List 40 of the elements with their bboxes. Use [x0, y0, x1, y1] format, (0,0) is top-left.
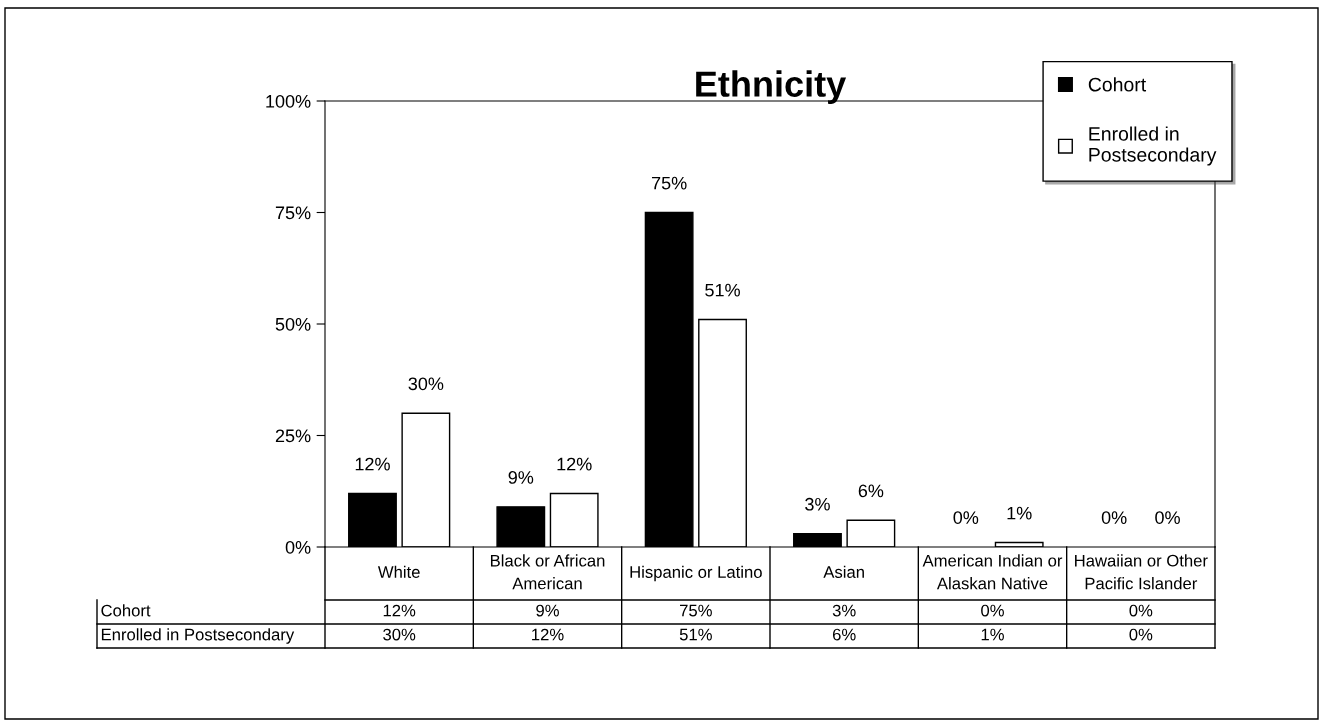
- text: 75%: [651, 176, 687, 190]
- x-tick-label: Asian: [823, 565, 864, 578]
- x-tick-label: American Indian or Alaskan Native: [922, 554, 1063, 590]
- data-label: 0%: [1129, 604, 1153, 617]
- text: 0%: [953, 511, 979, 524]
- y-tick-label: 100%: [266, 94, 311, 108]
- x-tick-label: Black or African American: [490, 554, 605, 590]
- text: 0%: [1101, 511, 1127, 524]
- text: 9%: [508, 471, 534, 484]
- text: 12%: [355, 457, 390, 471]
- data-label: 1%: [981, 628, 1004, 641]
- legend-label: Enrolled in Postsecondary: [1089, 126, 1217, 166]
- text: 0%: [1155, 511, 1180, 524]
- data-label: 6%: [832, 628, 856, 641]
- text: 1%: [1007, 506, 1032, 520]
- text: 30%: [408, 377, 444, 391]
- data-label: 51%: [679, 628, 712, 641]
- text: 51%: [705, 283, 740, 297]
- text: Enrolled in Postsecondary: [101, 628, 295, 644]
- chart-title: Ethnicity: [696, 70, 847, 105]
- data-label: 0%: [1129, 628, 1153, 641]
- data-label: 12%: [383, 604, 416, 617]
- data-label: 0%: [981, 604, 1004, 617]
- x-tick-label: White: [377, 565, 420, 578]
- y-tick-label: 25%: [275, 429, 311, 443]
- y-tick-label: 0%: [285, 540, 311, 554]
- text: Cohort: [101, 604, 151, 617]
- data-label: 12%: [532, 628, 564, 641]
- y-tick-label: 75%: [275, 206, 311, 220]
- text: 6%: [858, 484, 884, 498]
- x-tick-label: Hispanic or Latino: [630, 565, 762, 582]
- data-label: 75%: [680, 604, 712, 617]
- legend-label: Cohort: [1088, 77, 1147, 92]
- data-label: 3%: [832, 604, 856, 617]
- y-tick-label: 50%: [275, 317, 311, 331]
- text: 3%: [805, 497, 830, 511]
- text: 12%: [557, 457, 592, 471]
- data-label: 9%: [536, 604, 559, 617]
- data-label: 30%: [383, 628, 416, 641]
- x-tick-label: Hawaiian or Other Pacific Islander: [1075, 554, 1208, 590]
